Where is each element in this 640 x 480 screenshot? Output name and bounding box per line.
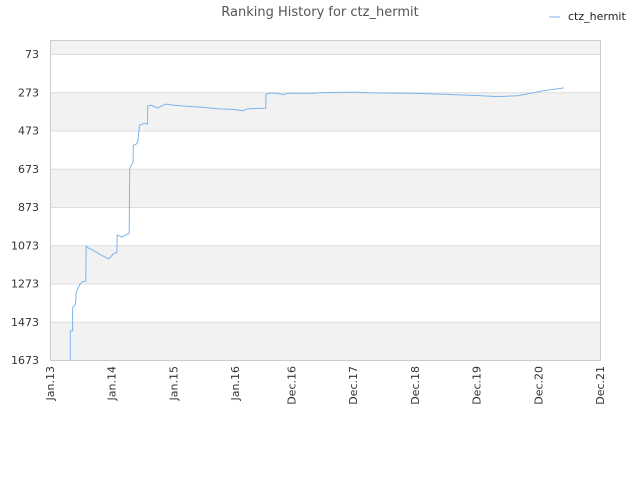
y-axis-ticks: 73 273 473 673 873 1073 1273 1473 1673 bbox=[11, 48, 39, 367]
x-tick-label: Dec.21 bbox=[594, 366, 607, 405]
y-tick-label: 73 bbox=[25, 48, 39, 61]
x-tick-label: Jan.15 bbox=[167, 366, 180, 401]
y-tick-label: 273 bbox=[18, 86, 39, 99]
series-group bbox=[69, 87, 564, 360]
plot-band bbox=[50, 321, 600, 360]
x-tick-label: Dec.20 bbox=[532, 366, 545, 405]
plot-bands bbox=[50, 40, 600, 360]
legend-label: ctz_hermit bbox=[568, 10, 626, 23]
y-tick-label: 1673 bbox=[11, 354, 39, 367]
x-tick-label: Dec.17 bbox=[347, 366, 360, 405]
x-tick-label: Jan.13 bbox=[44, 366, 57, 401]
x-tick-label: Dec.19 bbox=[471, 366, 484, 405]
plot-band bbox=[50, 168, 600, 207]
x-tick-label: Jan.16 bbox=[229, 366, 242, 401]
series-line[interactable] bbox=[69, 87, 564, 360]
x-tick-label: Dec.18 bbox=[409, 366, 422, 405]
plot-band bbox=[50, 40, 600, 54]
y-tick-label: 1273 bbox=[11, 278, 39, 291]
plot-band bbox=[50, 92, 600, 131]
y-tick-label: 873 bbox=[18, 201, 39, 214]
legend[interactable]: ctz_hermit bbox=[549, 10, 626, 23]
x-tick-label: Jan.14 bbox=[106, 366, 119, 401]
plot-border bbox=[50, 40, 601, 361]
y-tick-label: 473 bbox=[18, 125, 39, 138]
x-tick-label: Dec.16 bbox=[286, 366, 299, 405]
y-tick-label: 673 bbox=[18, 163, 39, 176]
y-tick-label: 1473 bbox=[11, 316, 39, 329]
x-axis-ticks: Jan.13 Jan.14 Jan.15 Jan.16 Dec.16 Dec.17 Dec.… bbox=[44, 366, 607, 405]
plot-band bbox=[50, 245, 600, 284]
y-tick-label: 1073 bbox=[11, 239, 39, 252]
chart-title: Ranking History for ctz_hermit bbox=[221, 5, 418, 20]
